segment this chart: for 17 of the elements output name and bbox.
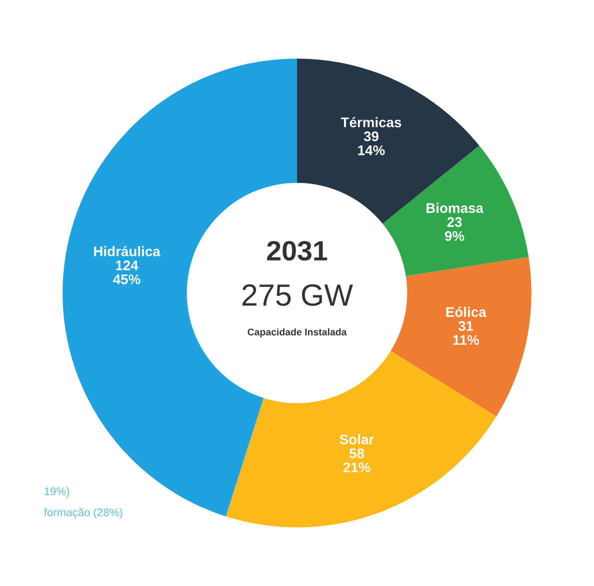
text: formação (28%) — [44, 508, 122, 519]
slice-label: Hidráulica — [94, 246, 160, 256]
text: 2031 — [267, 240, 328, 261]
data-label: 58 21% — [343, 448, 370, 472]
slice-label: Solar — [340, 434, 374, 444]
data-label: 31 11% — [453, 321, 480, 345]
data-label: 124 45% — [113, 260, 140, 284]
text: 19%) — [44, 487, 70, 498]
slice-label: Térmicas — [340, 116, 402, 128]
data-label: 39 14% — [358, 131, 385, 156]
text: Capacidade Instalada — [248, 328, 347, 338]
data-label: 23 9% — [444, 217, 464, 241]
text: 275 GW — [242, 284, 353, 306]
slice-label: Biomasa — [426, 202, 484, 213]
donut-slice — [390, 256, 532, 416]
donut-slice — [226, 350, 496, 528]
slice-label: Eólica — [446, 306, 486, 317]
